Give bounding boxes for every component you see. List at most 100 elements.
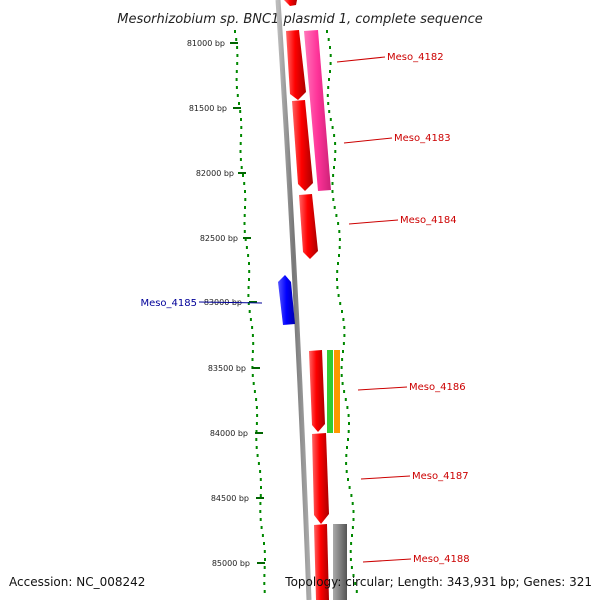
gc-dot [350,566,353,569]
gc-dot [338,246,341,249]
accession-text: Accession: NC_008242 [9,575,145,589]
gc-dot [352,518,355,521]
gc-dot [331,182,334,185]
gc-dot [263,574,266,577]
gc-dot [263,566,266,569]
gc-dot [351,526,354,529]
gene-arrow-meso-4183[interactable] [292,100,313,191]
gene-label-text[interactable]: Meso_4183 [394,133,451,144]
gene-arrow-meso-4187[interactable] [312,433,329,524]
gc-dot [259,470,262,473]
gc-dot [329,54,332,57]
gene-label-text[interactable]: Meso_4184 [400,215,457,226]
gc-dot [343,390,346,393]
feature-green[interactable] [327,350,333,433]
gene-label-text[interactable]: Meso_4186 [409,382,466,393]
gene-label-meso-4187[interactable]: Meso_4187 [360,471,469,482]
gc-dot [347,478,349,481]
axis-tick-82500: 82500 bp [200,234,251,243]
gc-dot [263,542,265,545]
gc-dot [263,582,266,585]
gc-dot [253,390,256,393]
gc-dot [351,534,353,537]
feature-magenta[interactable] [304,30,331,191]
gc-dot [259,494,262,497]
gc-dot [252,342,255,345]
gene-labels: Meso_4182 Meso_4183 Meso_4184 Meso_4185 … [140,52,469,565]
gc-dot [344,398,347,401]
gc-dot [238,102,240,105]
gc-dot [255,398,258,401]
gene-label-text[interactable]: Meso_4182 [387,52,444,63]
gc-dot [260,526,263,529]
gc-dot [346,446,348,449]
gc-dot [341,358,344,361]
gc-dot [243,222,246,225]
axis-tick-84000: 84000 bp [210,429,263,438]
gc-dot [331,126,334,129]
gene-label-meso-4184[interactable]: Meso_4184 [348,215,457,226]
position-axis: 81000 bp 81500 bp 82000 bp 82500 bp 8300… [187,39,265,568]
gc-dot [244,198,247,201]
gc-dot [264,558,266,561]
gc-dot [260,486,262,489]
gene-arrow-meso-4188[interactable] [314,524,329,600]
gc-dot [341,382,344,385]
gc-dot [329,70,331,73]
gene-label-meso-4183[interactable]: Meso_4183 [343,133,451,144]
axis-tick-83500: 83500 bp [208,364,260,373]
gc-dot [336,286,339,289]
gc-dot [334,150,337,153]
gene-label-text[interactable]: Meso_4187 [412,471,469,482]
gc-dot [248,262,250,265]
feature-orange[interactable] [334,350,340,433]
gc-dot [348,422,350,425]
axis-tick-85000: 85000 bp [212,559,265,568]
gene-arrow-meso-4185[interactable] [278,275,295,325]
gc-dot [248,310,251,313]
gc-dot [327,38,330,41]
gc-dot [343,334,346,337]
gene-label-meso-4188[interactable]: Meso_4188 [362,554,470,565]
gene-label-text[interactable]: Meso_4188 [413,554,470,565]
gc-dot [351,502,354,505]
gc-dot [251,358,254,361]
gc-dot [244,206,246,209]
tick-label: 84500 bp [211,494,249,503]
gene-arrow-meso-4186[interactable] [309,350,325,432]
axis-tick-81500: 81500 bp [189,104,241,113]
gc-dot [327,102,330,105]
gene-label-text[interactable]: Meso_4185 [140,298,197,309]
gc-dot [333,134,336,137]
tick-label: 81500 bp [189,104,227,113]
feature-gray[interactable] [333,524,347,600]
gc-dot [255,406,258,409]
gc-dot [244,238,247,241]
gc-dot [338,254,340,257]
sequence-backbone [275,0,312,600]
gc-dot [333,166,335,169]
gc-dot [249,318,252,321]
gc-dot [236,94,239,97]
gc-dot [239,158,242,161]
gene-arrow-meso-4182[interactable] [286,30,306,100]
gc-dot [329,118,332,121]
gene-arrow-meso-4184[interactable] [299,194,318,259]
gc-dot [352,574,355,577]
topology-text: Topology: circular; Length: 343,931 bp; … [284,575,592,589]
axis-tick-84500: 84500 bp [211,494,264,503]
gene-label-meso-4182[interactable]: Meso_4182 [336,52,444,63]
gc-dot [240,126,243,129]
gc-dot [334,142,337,145]
gc-dot [247,286,250,289]
gene-label-meso-4185[interactable]: Meso_4185 [140,298,263,309]
gc-dot [240,134,243,137]
gc-dot [235,70,238,73]
feature-track [278,0,347,600]
gene-label-meso-4186[interactable]: Meso_4186 [357,382,466,393]
gc-dot [242,174,244,177]
gc-dot [338,230,341,233]
gene-arrow[interactable] [284,0,297,6]
gc-dot [340,374,343,377]
